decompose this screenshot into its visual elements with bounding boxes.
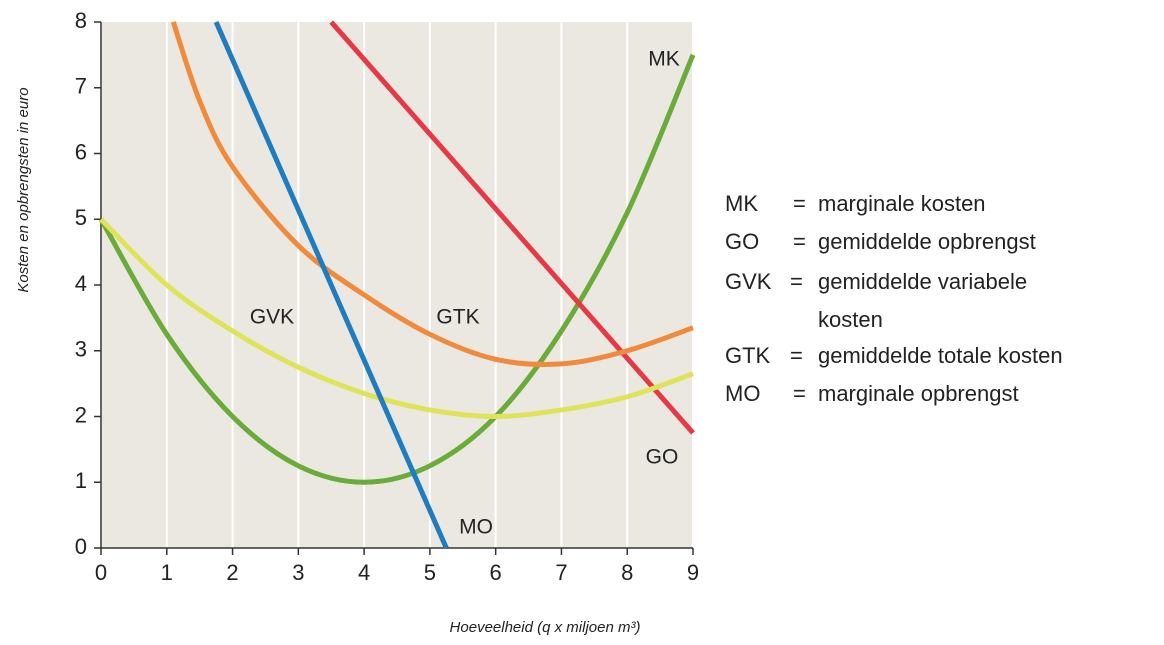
x-tick-label: 5 xyxy=(424,560,436,585)
curve-label: MO xyxy=(459,516,493,539)
legend-key: GVK xyxy=(725,269,772,294)
x-axis-title: Hoeveelheid (q x miljoen m³) xyxy=(450,619,641,636)
y-tick-label: 1 xyxy=(75,468,87,493)
x-tick-label: 4 xyxy=(358,560,370,585)
curve-label: GTK xyxy=(436,306,479,329)
x-tick-label: 7 xyxy=(555,560,567,585)
curve xyxy=(329,20,695,435)
curve-label: GO xyxy=(646,446,679,469)
x-tick-label: 9 xyxy=(687,560,699,585)
legend-eq: = xyxy=(793,191,806,216)
legend-key: GO xyxy=(725,229,759,254)
curve xyxy=(213,20,449,550)
legend-description: gemiddelde totale kosten xyxy=(818,343,1063,368)
legend-eq: = xyxy=(793,381,806,406)
plot-background xyxy=(101,22,693,548)
y-tick-label: 2 xyxy=(75,402,87,427)
legend-key: GTK xyxy=(725,343,771,368)
x-tick-label: 3 xyxy=(292,560,304,585)
legend-description: gemiddelde variabele xyxy=(818,269,1027,294)
y-tick-label: 4 xyxy=(75,271,87,296)
legend-key: MK xyxy=(725,191,758,216)
legend-description: marginale opbrengst xyxy=(818,381,1019,406)
y-tick-label: 3 xyxy=(75,337,87,362)
y-tick-label: 5 xyxy=(75,205,87,230)
y-tick-label: 7 xyxy=(75,74,87,99)
curve xyxy=(99,217,694,420)
curve-label: MK xyxy=(648,48,680,71)
x-tick-label: 6 xyxy=(490,560,502,585)
x-tick-label: 1 xyxy=(161,560,173,585)
legend-eq: = xyxy=(790,343,803,368)
y-tick-label: 8 xyxy=(75,8,87,33)
legend-eq: = xyxy=(793,229,806,254)
x-tick-label: 2 xyxy=(226,560,238,585)
legend-description: kosten xyxy=(818,307,883,332)
y-axis-title: Kosten en opbrengsten in euro xyxy=(15,87,32,292)
x-tick-label: 0 xyxy=(95,560,107,585)
legend-description: gemiddelde opbrengst xyxy=(818,229,1036,254)
curve-label: GVK xyxy=(250,306,294,329)
y-tick-label: 6 xyxy=(75,139,87,164)
legend-key: MO xyxy=(725,381,760,406)
curve xyxy=(170,21,694,367)
x-tick-label: 8 xyxy=(621,560,633,585)
legend-eq: = xyxy=(790,269,803,294)
legend-description: marginale kosten xyxy=(818,191,986,216)
y-tick-label: 0 xyxy=(75,534,87,559)
